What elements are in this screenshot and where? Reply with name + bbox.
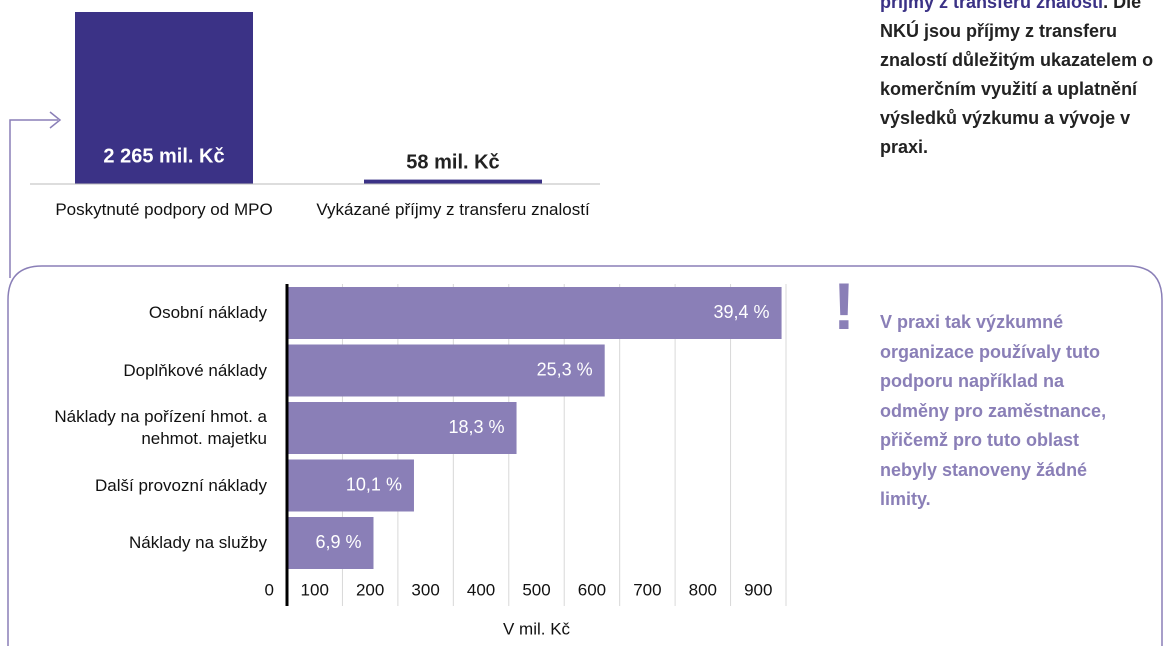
note-text: . Dle NKÚ jsou příjmy z transferu znalos…	[880, 0, 1154, 157]
frame	[7, 265, 1163, 646]
callout-icon: !	[833, 269, 855, 343]
category-label: Poskytnuté podpory od MPO	[55, 200, 273, 219]
share-label: 6,9 %	[315, 532, 361, 552]
x-tick-label: 400	[467, 580, 495, 599]
bar	[287, 287, 782, 339]
category-label: Náklady na služby	[129, 533, 267, 552]
share-label: 18,3 %	[448, 417, 504, 437]
x-tick-label: 300	[411, 580, 439, 599]
category-label: Doplňkové náklady	[123, 360, 267, 380]
bar	[364, 179, 542, 184]
share-label: 39,4 %	[714, 302, 770, 322]
x-tick-label: 200	[356, 580, 384, 599]
share-label: 25,3 %	[537, 359, 593, 379]
category-label: Osobní náklady	[148, 303, 267, 322]
connector-arrow	[49, 111, 62, 129]
x-tick-label: 600	[578, 580, 606, 599]
bar	[75, 12, 253, 184]
callout-text: V praxi tak výzkumné organizace používal…	[880, 312, 1107, 509]
x-tick-label: 500	[522, 580, 550, 599]
note: příjmy z transferu znalostí. Dle NKÚ jso…	[880, 0, 1169, 162]
x-tick-label: 800	[689, 580, 717, 599]
x-tick-label: 100	[301, 580, 329, 599]
bar	[287, 402, 517, 454]
bar	[287, 344, 605, 397]
connector	[9, 119, 58, 278]
value-label: 2 265 mil. Kč	[103, 145, 224, 167]
share-label: 10,1 %	[346, 474, 402, 494]
bar	[287, 517, 374, 569]
category-label: Náklady na pořízení hmot. a nehmot. maje…	[54, 407, 267, 448]
note-highlight: příjmy z transferu znalostí	[880, 0, 1104, 12]
value-label: 58 mil. Kč	[406, 151, 499, 173]
x-tick-label: 700	[633, 580, 661, 599]
x-tick-label: 900	[744, 580, 772, 599]
bar	[287, 459, 414, 512]
category-label: Další provozní náklady	[95, 475, 267, 495]
x-axis-label: V mil. Kč	[503, 619, 571, 638]
category-label: Vykázané příjmy z transferu znalostí	[316, 200, 590, 219]
x-tick-label: 0	[265, 580, 274, 599]
